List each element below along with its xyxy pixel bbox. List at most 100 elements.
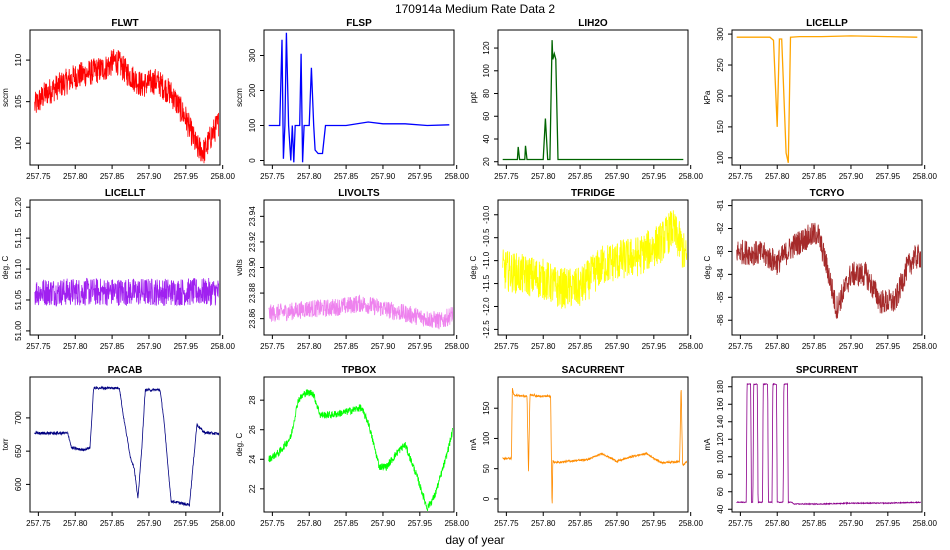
y-tick-label-lih2o: 40 <box>482 134 491 143</box>
x-tick-label-sacurrent: 257.85 <box>568 519 593 528</box>
x-tick-label-lih2o: 257.85 <box>568 172 593 181</box>
y-tick-label-sacurrent: 0 <box>482 496 491 501</box>
x-tick-label-livolts: 257.90 <box>371 342 396 351</box>
panel-ylabel-pacab: torr <box>1 438 10 450</box>
y-tick-label-licellp: 150 <box>716 120 725 134</box>
y-tick-label-tfridge: -11.0 <box>482 251 491 269</box>
panel-frame-licellp <box>731 29 923 166</box>
y-tick-label-tcryo: -81 <box>716 199 725 211</box>
x-tick-label-livolts: 257.80 <box>297 342 322 351</box>
y-tick-label-livolts: 23.94 <box>248 206 257 227</box>
x-tick-label-flwt: 257.80 <box>63 172 88 181</box>
x-tick-label-pacab: 258.00 <box>210 519 235 528</box>
figure-xlabel: day of year <box>445 533 504 547</box>
x-tick-label-pacab: 257.75 <box>26 519 51 528</box>
y-tick-label-spcurrent: 180 <box>716 380 725 394</box>
series-line-flsp <box>268 32 450 163</box>
panel-ylabel-tcryo: deg. C <box>703 255 712 279</box>
panel-title-tcryo: TCRYO <box>810 188 845 199</box>
x-tick-label-licellt: 257.75 <box>26 342 51 351</box>
series-line-sacurrent <box>502 388 687 504</box>
x-tick-label-licellp: 258.00 <box>912 172 937 181</box>
x-tick-label-licellt: 257.95 <box>174 342 199 351</box>
panel-title-flwt: FLWT <box>111 18 138 29</box>
x-tick-label-flwt: 258.00 <box>210 172 235 181</box>
x-tick-label-pacab: 257.90 <box>137 519 162 528</box>
x-tick-label-tcryo: 257.95 <box>876 342 901 351</box>
x-tick-label-tpbox: 257.75 <box>260 519 285 528</box>
x-tick-label-spcurrent: 258.00 <box>912 519 937 528</box>
x-tick-label-tpbox: 257.80 <box>297 519 322 528</box>
x-tick-label-sacurrent: 258.00 <box>678 519 703 528</box>
series-line-lih2o <box>502 40 684 161</box>
panel-tcryo: TCRYO deg. C 257.75 257.80 257.85 257.90 257.9… <box>703 188 937 351</box>
y-tick-label-lih2o: 60 <box>482 111 491 120</box>
series-line-tpbox <box>268 389 453 511</box>
x-tick-label-tfridge: 258.00 <box>678 342 703 351</box>
panel-ylabel-spcurrent: mA <box>703 438 712 451</box>
x-tick-label-flsp: 257.95 <box>408 172 433 181</box>
panel-title-lih2o: LIH2O <box>578 18 608 29</box>
panel-livolts: LIVOLTS volts 257.75 257.80 257.85 257.90 257.… <box>235 188 469 351</box>
panel-tfridge: TFRIDGE deg. C 257.75 257.80 257.85 257.90 257… <box>469 188 703 351</box>
panel-title-flsp: FLSP <box>346 18 372 29</box>
y-tick-label-lih2o: 20 <box>482 157 491 166</box>
y-tick-label-tpbox: 24 <box>248 454 257 463</box>
x-tick-label-pacab: 257.95 <box>174 519 199 528</box>
x-tick-label-licellt: 257.85 <box>100 342 125 351</box>
x-tick-label-tpbox: 257.90 <box>371 519 396 528</box>
x-tick-label-spcurrent: 257.90 <box>839 519 864 528</box>
x-tick-label-licellp: 257.75 <box>728 172 753 181</box>
x-tick-label-flwt: 257.95 <box>174 172 199 181</box>
x-tick-label-spcurrent: 257.95 <box>876 519 901 528</box>
x-tick-label-tfridge: 257.85 <box>568 342 593 351</box>
y-tick-label-tpbox: 22 <box>248 484 257 493</box>
y-tick-label-tcryo: -85 <box>716 291 725 303</box>
panel-frame-licellt <box>29 199 221 336</box>
x-tick-label-flsp: 257.90 <box>371 172 396 181</box>
y-tick-label-sacurrent: 150 <box>482 401 491 415</box>
x-tick-label-tpbox: 257.95 <box>408 519 433 528</box>
panel-frame-flwt <box>29 29 221 166</box>
y-tick-label-licellp: 250 <box>716 58 725 72</box>
panel-frame-lih2o <box>497 29 689 166</box>
x-tick-label-lih2o: 257.95 <box>642 172 667 181</box>
y-tick-label-tcryo: -82 <box>716 222 725 234</box>
y-tick-label-flwt: 105 <box>14 94 23 108</box>
panel-flwt: FLWT sccm 257.75 257.80 257.85 257.90 257.95 25… <box>1 18 235 181</box>
x-tick-label-licellt: 258.00 <box>210 342 235 351</box>
x-tick-label-sacurrent: 257.80 <box>531 519 556 528</box>
x-tick-label-pacab: 257.80 <box>63 519 88 528</box>
panel-ylabel-livolts: volts <box>235 259 244 275</box>
series-line-tcryo <box>736 222 921 319</box>
y-tick-label-flwt: 100 <box>14 136 23 150</box>
y-tick-label-spcurrent: 140 <box>716 415 725 429</box>
y-tick-label-licellt: 51.15 <box>14 228 23 249</box>
series-line-tfridge <box>502 210 687 309</box>
x-tick-label-tpbox: 257.85 <box>334 519 359 528</box>
panel-ylabel-licellp: kPa <box>703 90 712 104</box>
y-tick-label-pacab: 650 <box>14 444 23 458</box>
x-tick-label-tfridge: 257.80 <box>531 342 556 351</box>
panel-flsp: FLSP sccm 257.75 257.80 257.85 257.90 257.95 25… <box>235 18 469 181</box>
y-tick-label-licellt: 51.05 <box>14 289 23 310</box>
x-tick-label-tcryo: 257.90 <box>839 342 864 351</box>
panel-ylabel-sacurrent: mA <box>469 438 478 451</box>
x-tick-label-flsp: 257.85 <box>334 172 359 181</box>
panel-ylabel-tpbox: deg. C <box>235 432 244 456</box>
panel-frame-tpbox <box>263 376 455 513</box>
x-tick-label-licellp: 257.90 <box>839 172 864 181</box>
y-tick-label-flsp: 0 <box>248 158 257 163</box>
x-tick-label-flwt: 257.85 <box>100 172 125 181</box>
panel-title-licellt: LICELLT <box>105 188 145 199</box>
figure-title: 170914a Medium Rate Data 2 <box>395 2 555 16</box>
y-tick-label-sacurrent: 50 <box>482 464 491 473</box>
y-tick-label-spcurrent: 80 <box>716 469 725 478</box>
x-tick-label-tfridge: 257.75 <box>494 342 519 351</box>
x-tick-label-flsp: 257.80 <box>297 172 322 181</box>
y-tick-label-tpbox: 28 <box>248 395 257 404</box>
x-tick-label-tcryo: 257.80 <box>765 342 790 351</box>
y-tick-label-spcurrent: 160 <box>716 397 725 411</box>
panel-frame-pacab <box>29 376 221 513</box>
